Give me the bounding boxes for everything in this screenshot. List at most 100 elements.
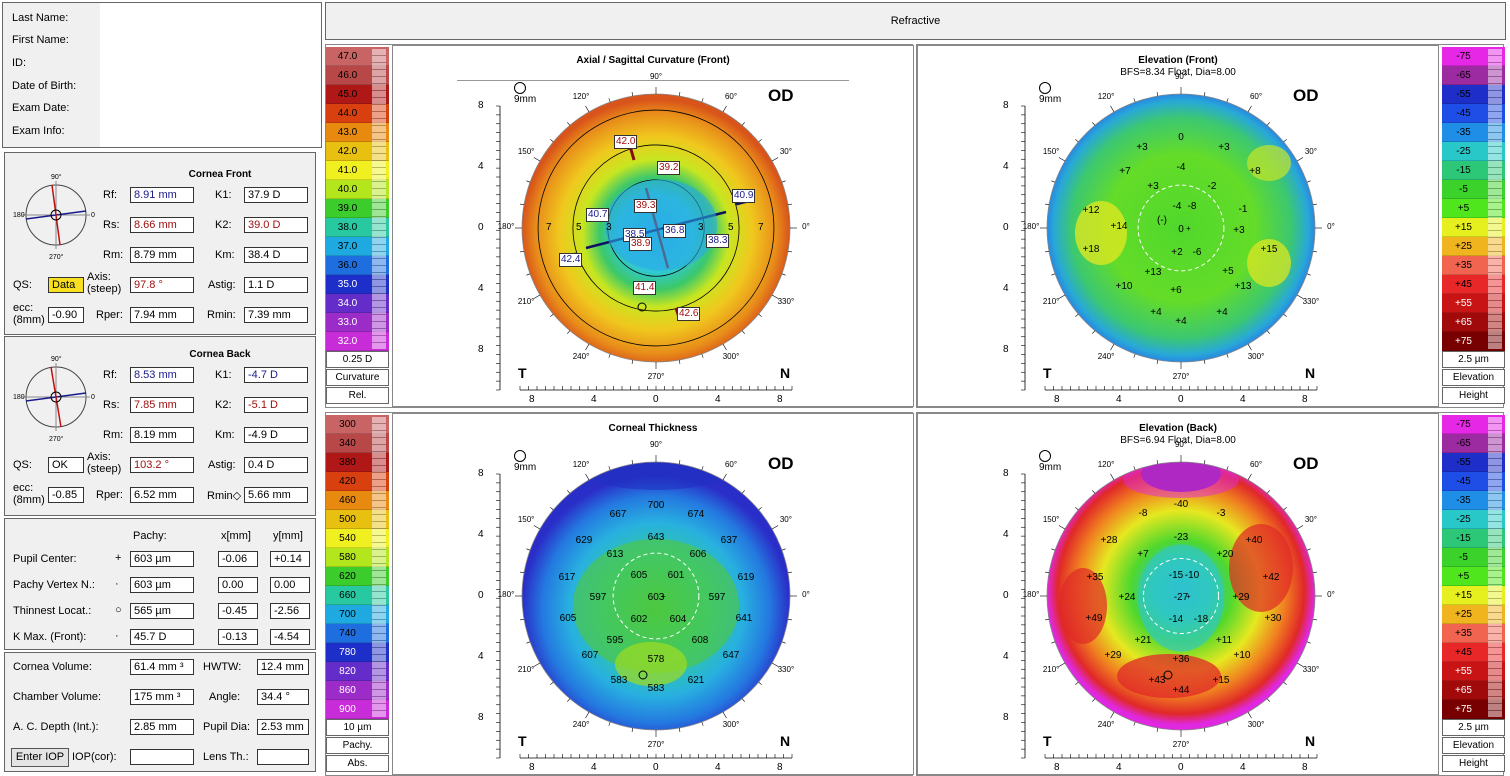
angle-label: 120°	[572, 460, 590, 470]
scale-mode[interactable]: Rel.	[326, 387, 389, 404]
back-rf-value: 8.53 mm	[130, 367, 194, 383]
map-canvas[interactable]: +	[393, 46, 915, 408]
x-tick-label: 0	[1178, 394, 1184, 405]
back-rs-label: Rs:	[103, 399, 120, 411]
back-axis-value: 103.2 °	[130, 457, 194, 473]
magnifier-icon[interactable]	[1039, 450, 1051, 462]
angle-label: 300°	[722, 351, 740, 361]
back-astig-value: 0.4 D	[244, 457, 308, 473]
elev-front-map[interactable]: Elevation (Front) BFS=8.34 Float, Dia=8.0…	[917, 45, 1439, 407]
map-value: (-)	[1157, 215, 1167, 226]
map-value: +20	[1216, 549, 1234, 560]
map-value: -4	[1172, 201, 1182, 212]
scale-name[interactable]: Curvature	[326, 369, 389, 386]
map-value: +28	[1100, 535, 1118, 546]
scale-mode[interactable]: Abs.	[326, 755, 389, 772]
ac-depth-label: A. C. Depth (Int.):	[13, 721, 99, 733]
map-subtitle: BFS=8.34 Float, Dia=8.00	[1120, 67, 1236, 78]
angle-label: 0°	[802, 590, 810, 599]
magnifier-icon[interactable]	[514, 450, 526, 462]
map-canvas[interactable]: +	[918, 46, 1440, 408]
scale-name[interactable]: Elevation	[1442, 369, 1505, 386]
pachy-row-value: 565 µm	[130, 603, 194, 619]
angle-label: 330°	[1302, 665, 1320, 674]
y-tick-label: 8	[478, 468, 484, 479]
pachy-row-value: 45.7 D	[130, 629, 194, 645]
angle-label: 270°	[1172, 372, 1190, 381]
pachy-row-label: Pupil Center:	[13, 553, 77, 565]
scale-tick-strip	[372, 49, 386, 349]
iop-cor-input[interactable]	[130, 749, 194, 765]
cornea-back-panel: Cornea Back 90° 270° 180 0 Rf: 8.53 mm K1:…	[4, 336, 316, 516]
scale-name[interactable]: Elevation	[1442, 737, 1505, 754]
front-rmin-label: Rmin:	[207, 309, 236, 321]
curvature-value: 36.8	[663, 224, 687, 238]
lens-th-input[interactable]	[257, 749, 309, 765]
x-tick-label: 4	[1240, 762, 1246, 773]
angle-label: 30°	[1304, 147, 1317, 156]
pachy-row-symbol: ·	[115, 578, 119, 590]
back-rm-value: 8.19 mm	[130, 427, 194, 443]
x-tick-label: 4	[715, 394, 721, 405]
map-value: +4	[1175, 316, 1187, 327]
col-x-header: x[mm]	[221, 530, 251, 542]
map-value: -6	[1192, 247, 1202, 258]
exam-info-label: Exam Info:	[12, 125, 65, 137]
magnifier-icon[interactable]	[514, 82, 526, 94]
map-canvas[interactable]: +	[393, 414, 915, 776]
map-value: 601	[667, 570, 685, 581]
x-tick-label: 0	[653, 394, 659, 405]
angle-label: 240°	[572, 351, 590, 361]
back-rf-label: Rf:	[103, 369, 118, 381]
cornea-volume-label: Cornea Volume:	[13, 661, 92, 673]
svg-text:0: 0	[91, 394, 95, 401]
nasal-label: N	[1305, 733, 1316, 749]
y-tick-label: 4	[478, 651, 484, 662]
cornea-front-panel: Cornea Front 90° 270° 180 0 Rf: 8.91 mm K1…	[4, 152, 316, 335]
magnifier-icon[interactable]	[1039, 82, 1051, 94]
back-axis-label: Axis: (steep)	[87, 451, 122, 475]
map-canvas[interactable]: +	[918, 414, 1440, 776]
elev-back-map[interactable]: Elevation (Back) BFS=6.94 Float, Dia=8.00…	[917, 413, 1439, 775]
map-value: 583	[610, 675, 628, 686]
nasal-label: N	[780, 365, 791, 381]
angle-label: 120°	[1097, 92, 1115, 102]
back-k1-label: K1:	[215, 369, 232, 381]
angle-label: 270°	[647, 740, 665, 749]
y-tick-label: 4	[478, 161, 484, 172]
angle-label: 60°	[1249, 92, 1263, 102]
ac-depth-value: 2.85 mm	[130, 719, 194, 735]
x-tick-label: 8	[529, 394, 535, 405]
angle-label: 30°	[779, 515, 792, 524]
enter-iop-button[interactable]: Enter IOP	[11, 748, 69, 767]
map-value: 606	[689, 549, 707, 560]
map-value: -8	[1187, 201, 1197, 212]
map-value: 603	[647, 592, 665, 603]
scale-mode[interactable]: Height	[1442, 755, 1505, 772]
y-tick-label: 8	[1003, 344, 1009, 355]
y-tick-label: 8	[478, 712, 484, 723]
eye-label: OD	[1293, 86, 1319, 105]
ring-label: 3	[698, 222, 704, 233]
thickness-map[interactable]: Corneal Thickness +90° 60° 30° 0° 330° 300° 27…	[392, 413, 914, 775]
elev-front-quadrant: -75 -65 -55 -45 -35 -25 -15 -5 +5 +15 +25 +35 +45 +55…	[916, 44, 1505, 408]
pachy-row-value: 603 µm	[130, 551, 194, 567]
map-value: -4	[1176, 162, 1186, 173]
front-qs-badge[interactable]: Data	[48, 277, 84, 293]
scale-mode[interactable]: Height	[1442, 387, 1505, 404]
pachy-row-y: 0.00	[270, 577, 310, 593]
pachymetry-panel: Pachy: x[mm] y[mm] Pupil Center: + 603 µ…	[4, 518, 316, 650]
axial-map[interactable]: Axial / Sagittal Curvature (Front) +90° 6…	[392, 45, 914, 407]
map-value: +11	[1215, 635, 1233, 646]
map-value: +18	[1082, 244, 1100, 255]
angle-label: 150°	[1042, 147, 1060, 156]
temporal-label: T	[518, 365, 527, 381]
back-qs-badge[interactable]: OK	[48, 457, 84, 473]
chamber-volume-label: Chamber Volume:	[13, 691, 102, 703]
scale-name[interactable]: Pachy.	[326, 737, 389, 754]
y-tick-label: 8	[478, 344, 484, 355]
pachy-row-x: -0.45	[218, 603, 258, 619]
map-title: Elevation (Front)	[1138, 55, 1218, 66]
y-tick-label: 8	[478, 100, 484, 111]
ring-label: 5	[728, 222, 734, 233]
